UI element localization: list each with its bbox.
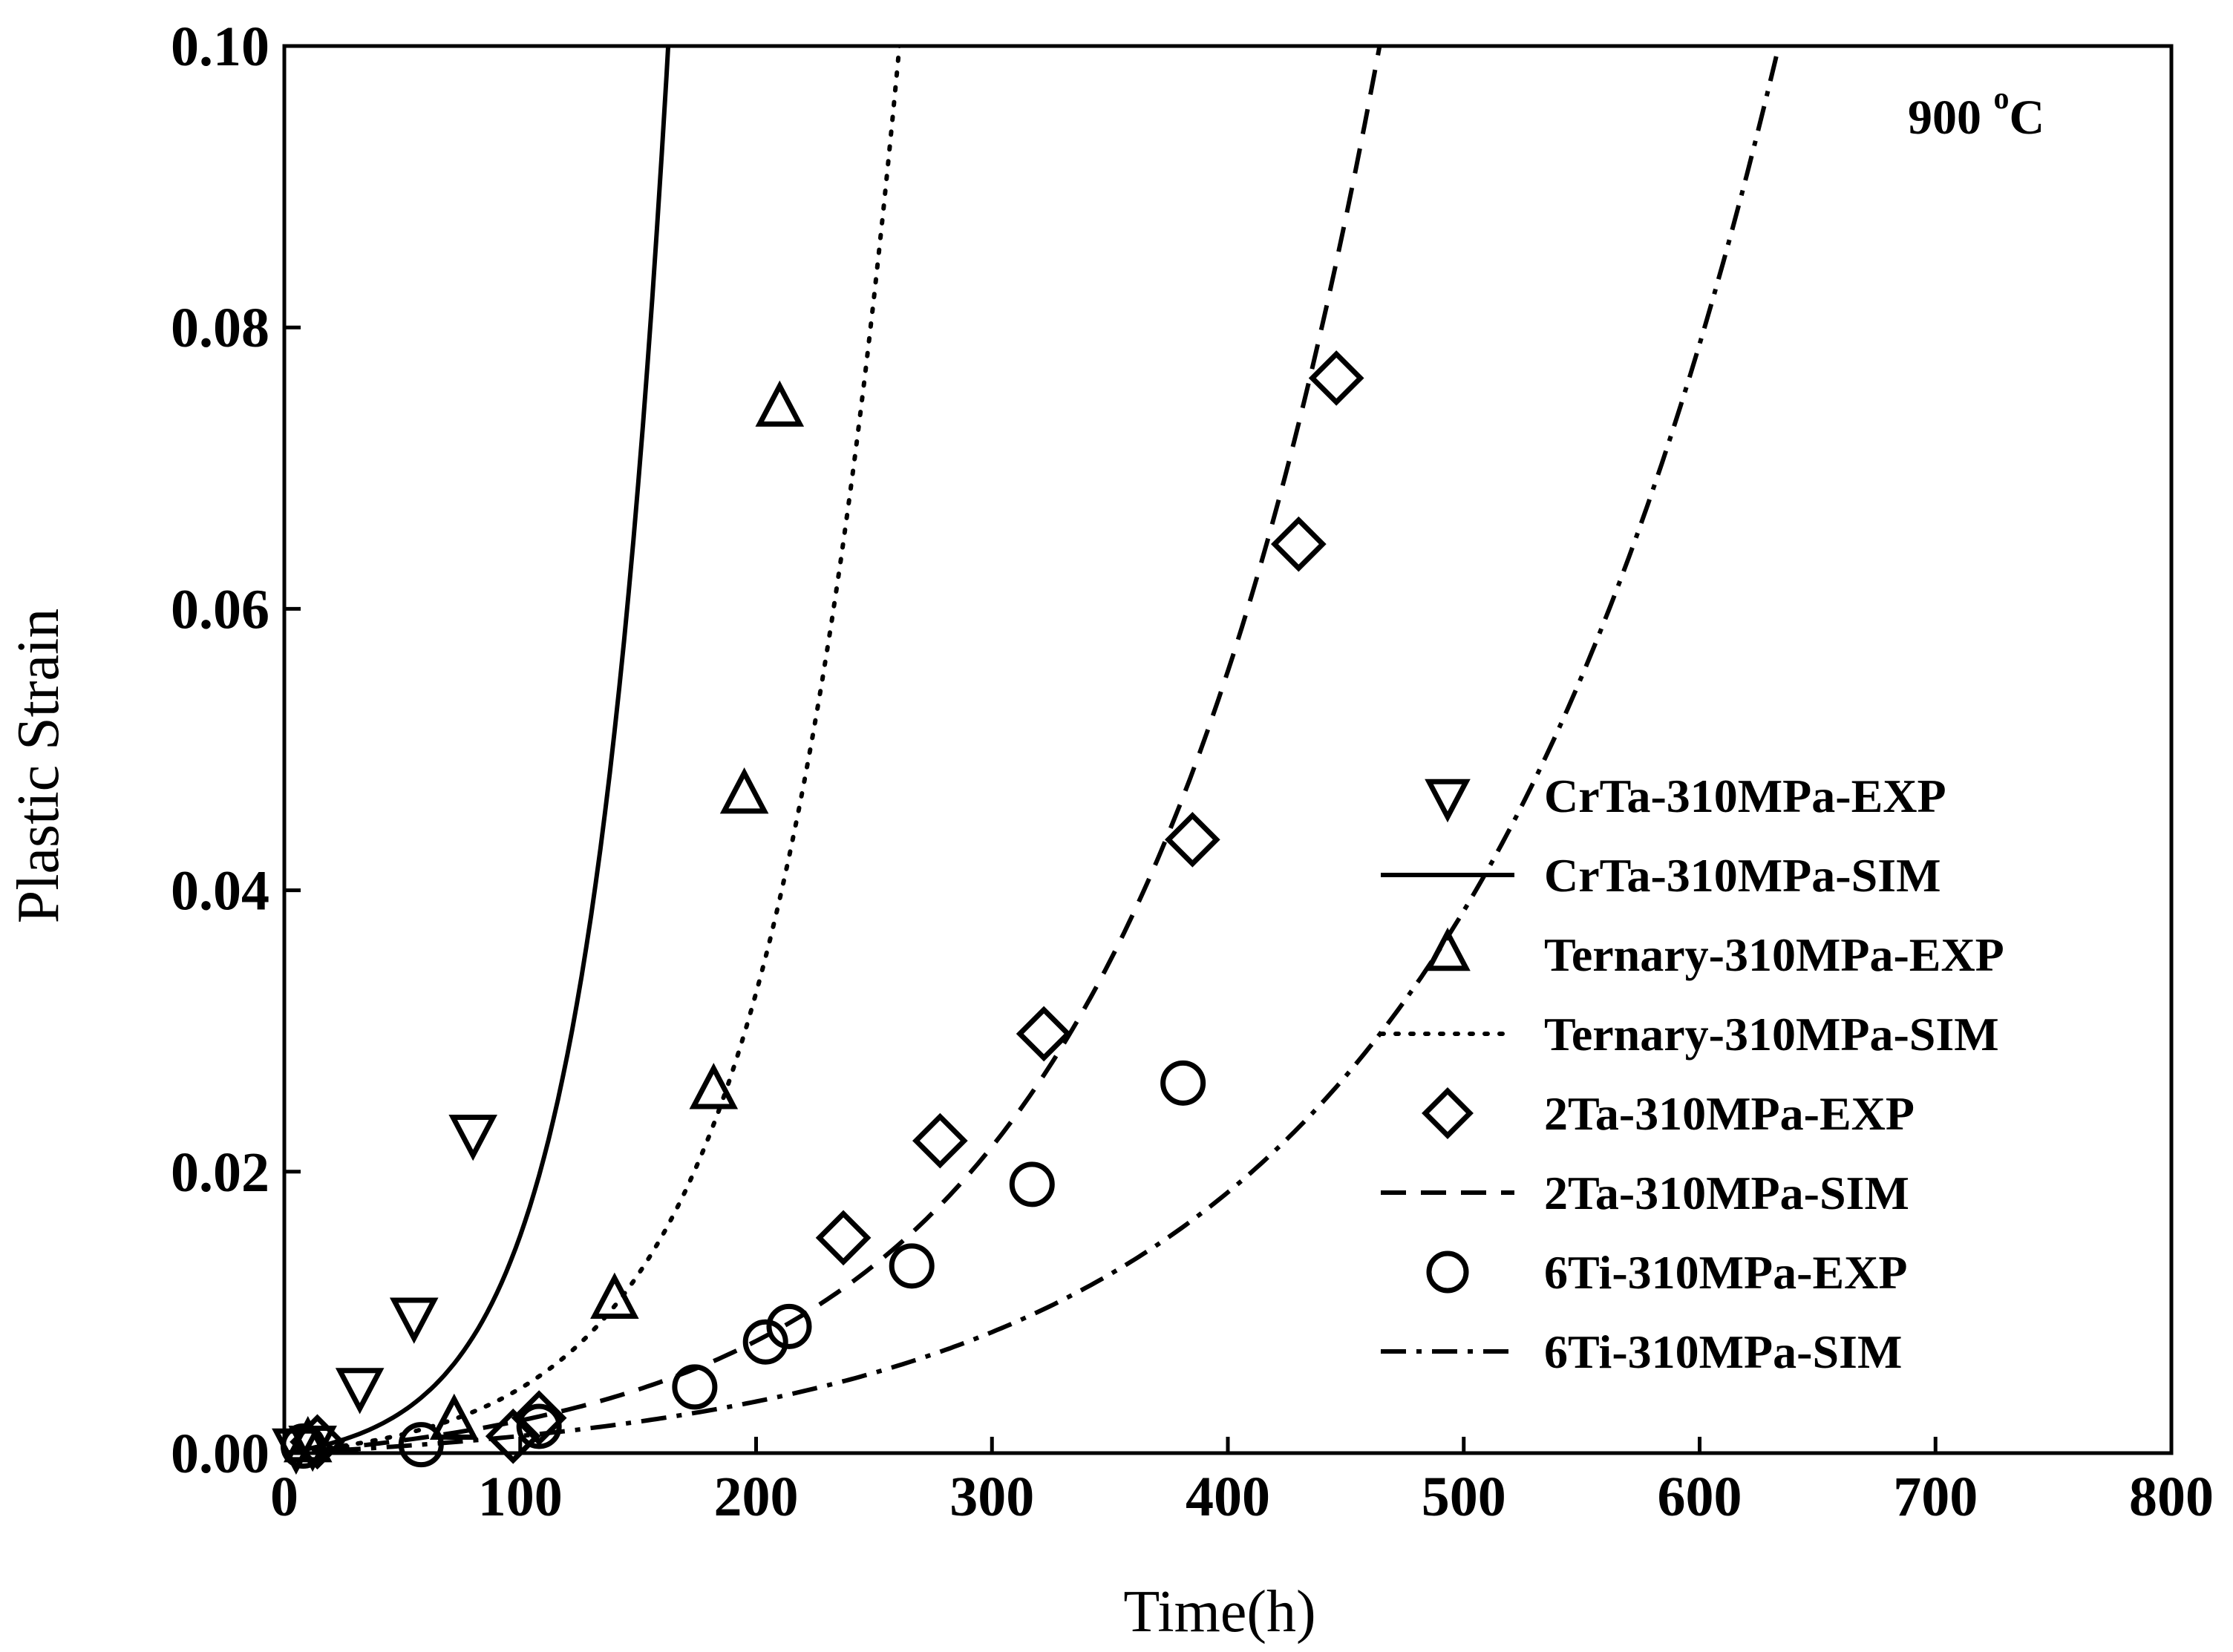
point-2ta-310mpa-exp [1308,350,1364,406]
legend-label: Ternary-310MPa-SIM [1544,1008,1999,1061]
point-2ta-310mpa-exp [485,1408,541,1464]
point-6ti-310mpa-exp [398,1422,444,1468]
y-tick-label: 0.10 [171,16,269,78]
y-tick-label: 0.00 [171,1423,269,1485]
point-6ti-310mpa-exp [516,1403,562,1449]
y-tick-label: 0.08 [171,297,269,359]
point-crta-310mpa-exp [389,1297,439,1344]
point-6ti-310mpa-exp [889,1243,935,1289]
degree-symbol: o [1994,82,2010,116]
x-axis-title: Time(h) [1123,1579,1315,1645]
curve-ternary-310mpa-sim [284,46,902,1453]
point-2ta-310mpa-exp [511,1390,567,1446]
x-tick-label: 700 [1893,1466,1978,1528]
point-ternary-310mpa-exp [689,1063,739,1109]
legend-label: 6Ti-310MPa-SIM [1544,1325,1902,1378]
point-2ta-310mpa-exp [1270,516,1327,572]
y-tick-label: 0.04 [171,860,269,922]
point-6ti-310mpa-exp [1160,1060,1206,1106]
point-6ti-310mpa-exp [280,1423,326,1469]
x-tick-label: 400 [1186,1466,1270,1528]
legend-label: CrTa-310MPa-SIM [1544,849,1941,902]
x-tick-label: 800 [2129,1466,2214,1528]
point-crta-310mpa-exp [335,1368,385,1415]
point-2ta-310mpa-exp [1164,811,1220,868]
temperature-value: 900 [1908,91,1994,145]
point-6ti-310mpa-exp [672,1364,718,1410]
point-2ta-310mpa-exp [815,1210,872,1266]
temperature-unit: C [2010,91,2045,145]
y-tick-label: 0.06 [171,578,269,640]
point-ternary-310mpa-exp [719,767,769,814]
legend-marker-ternary-310mpa-exp [1425,927,1471,971]
point-2ta-310mpa-exp [290,1414,345,1470]
y-axis-title: Plastic Strain [6,609,71,923]
point-ternary-310mpa-exp [755,380,805,427]
legend-label: 6Ti-310MPa-EXP [1544,1246,1907,1299]
point-6ti-310mpa-exp [742,1319,788,1365]
curve-crta-310mpa-sim [284,46,671,1453]
point-crta-310mpa-exp [448,1114,497,1161]
point-6ti-310mpa-exp [1009,1161,1055,1207]
x-tick-label: 200 [714,1466,799,1528]
temperature-annotation: 900 oC [1908,82,2044,145]
point-6ti-310mpa-exp [766,1303,812,1349]
x-tick-label: 300 [949,1466,1034,1528]
plot-frame [282,44,2174,1455]
legend-marker-crta-310mpa-exp [1425,779,1471,823]
point-ternary-310mpa-exp [590,1272,639,1319]
point-2ta-310mpa-exp [912,1112,968,1169]
legend-marker-2ta-310mpa-exp [1422,1087,1474,1139]
legend-label: 2Ta-310MPa-SIM [1544,1167,1909,1219]
x-tick-label: 500 [1422,1466,1506,1528]
legend-label: 2Ta-310MPa-EXP [1544,1087,1915,1140]
x-tick-label: 100 [478,1466,563,1528]
legend: CrTa-310MPa-EXP CrTa-310MPa-SIM Ternary-31… [1379,770,2004,1378]
x-tick-label: 600 [1658,1466,1742,1528]
legend-label: Ternary-310MPa-EXP [1544,928,2004,981]
point-ternary-310mpa-exp [429,1393,479,1440]
point-2ta-310mpa-exp [1016,1006,1072,1062]
legend-marker-6ti-310mpa-exp [1426,1251,1469,1294]
x-tick-label: 0 [270,1466,298,1528]
curve-2ta-310mpa-sim [284,46,1382,1453]
y-tick-label: 0.02 [171,1141,269,1204]
legend-label: CrTa-310MPa-EXP [1544,770,1946,822]
